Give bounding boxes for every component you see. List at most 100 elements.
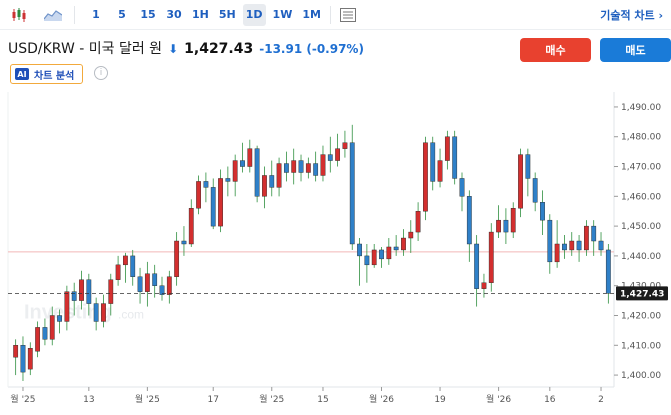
chart-analysis-label: 차트 분석	[34, 70, 75, 82]
candle	[401, 229, 406, 256]
candle	[481, 273, 487, 298]
candle	[605, 243, 611, 304]
candle-body-down	[452, 136, 458, 179]
candle-body-down	[203, 181, 209, 188]
area-chart-icon[interactable]	[42, 4, 64, 26]
x-tick-label: 월 '26	[369, 393, 394, 405]
x-tick-label: 2	[598, 395, 604, 405]
candle	[166, 270, 172, 304]
candle-body-down	[20, 345, 26, 373]
candle	[313, 151, 319, 182]
ai-icon: AI	[15, 68, 29, 80]
interval-5h[interactable]: 5H	[218, 8, 236, 21]
candle-body-up	[276, 163, 282, 188]
candle	[598, 232, 604, 256]
interval-1d[interactable]: 1D	[242, 3, 266, 26]
candle-body-up	[174, 240, 180, 277]
candle	[86, 273, 92, 316]
candle	[503, 208, 509, 244]
price-change: -13.91 (-0.97%)	[259, 42, 364, 56]
candle	[137, 267, 143, 304]
candle-body-down	[269, 175, 275, 188]
candle	[415, 202, 421, 242]
candle-body-down	[86, 279, 92, 304]
chart-toolbar: 1 5 15 30 1H 5H 1D 1W 1M 기술적 차트 ›	[0, 0, 671, 30]
candle-body-down	[503, 219, 509, 233]
candle	[210, 178, 216, 230]
candle-body-up	[262, 175, 267, 197]
interval-1h[interactable]: 1H	[192, 8, 209, 21]
candle-body-down	[393, 246, 399, 251]
last-price: 1,427.43	[184, 41, 254, 57]
last-price-tag	[616, 286, 668, 301]
interval-1[interactable]: 1	[92, 8, 100, 21]
candle-body-up	[496, 219, 501, 233]
candle-body-down	[181, 240, 187, 245]
candle	[181, 226, 187, 256]
sell-button[interactable]: 매도	[600, 38, 671, 62]
candle-body-down	[379, 249, 384, 260]
candle	[130, 249, 136, 286]
candle	[532, 172, 538, 212]
candle-body-down	[254, 148, 260, 197]
candle-body-up	[554, 243, 560, 263]
candlestick-icon[interactable]	[8, 4, 30, 26]
candle	[386, 238, 392, 265]
candle-body-down	[225, 178, 231, 182]
candle	[203, 172, 209, 203]
candle-body-up	[518, 154, 523, 209]
interval-1w[interactable]: 1W	[272, 8, 293, 21]
instrument-name: USD/KRW - 미국 달러 원	[8, 41, 163, 57]
candle	[320, 145, 326, 182]
interval-group: 1 5 15 30 1H 5H 1D 1W 1M	[85, 3, 324, 26]
candle-body-down	[42, 327, 48, 340]
candle-body-down	[298, 160, 304, 173]
candle	[474, 235, 480, 307]
candle-body-up	[423, 142, 428, 212]
last-price-label: 1,427.43	[620, 289, 664, 299]
candle-body-down	[605, 249, 611, 294]
candle	[276, 157, 282, 197]
candle-body-down	[430, 142, 436, 182]
chart-analysis-button[interactable]: AI 차트 분석	[10, 64, 84, 84]
candle	[430, 136, 436, 191]
candle	[247, 139, 253, 173]
technical-chart-link[interactable]: 기술적 차트 ›	[600, 9, 663, 22]
candle	[152, 264, 158, 298]
candle-body-up	[305, 163, 311, 173]
watermark-suffix: .com	[118, 307, 144, 321]
candle-body-down	[137, 276, 143, 292]
candle-body-down	[562, 243, 567, 251]
toolbar-divider	[329, 5, 331, 24]
candle-body-up	[123, 255, 128, 266]
candle-body-up	[247, 148, 253, 167]
candle-body-up	[144, 273, 150, 292]
candle-body-up	[79, 279, 84, 301]
candle-body-up	[108, 279, 114, 304]
candle-body-down	[466, 196, 472, 245]
candlestick-chart[interactable]: 1,400.001,410.001,420.001,430.001,440.00…	[0, 92, 671, 415]
candle	[64, 285, 70, 331]
candle	[591, 220, 597, 256]
interval-30[interactable]: 30	[166, 8, 182, 21]
candle-body-down	[313, 163, 319, 176]
y-tick-label: 1,450.00	[621, 222, 661, 232]
interval-15[interactable]: 15	[140, 8, 156, 21]
candle-body-up	[232, 160, 238, 182]
candle-body-up	[291, 160, 297, 173]
interval-5[interactable]: 5	[118, 8, 126, 21]
down-arrow-icon: ⬇	[168, 42, 179, 56]
buy-button[interactable]: 매수	[520, 38, 591, 62]
layout-icon[interactable]	[337, 4, 359, 26]
candle	[423, 136, 428, 221]
candle-body-up	[188, 208, 194, 245]
candle	[262, 166, 267, 209]
candle	[232, 154, 238, 197]
interval-1m[interactable]: 1M	[302, 8, 321, 21]
candle	[144, 261, 150, 307]
candle-body-up	[196, 181, 201, 209]
candle-body-up	[488, 231, 494, 283]
info-icon[interactable]: i	[94, 66, 108, 80]
candle-body-down	[540, 202, 545, 221]
candle-body-up	[320, 154, 326, 176]
